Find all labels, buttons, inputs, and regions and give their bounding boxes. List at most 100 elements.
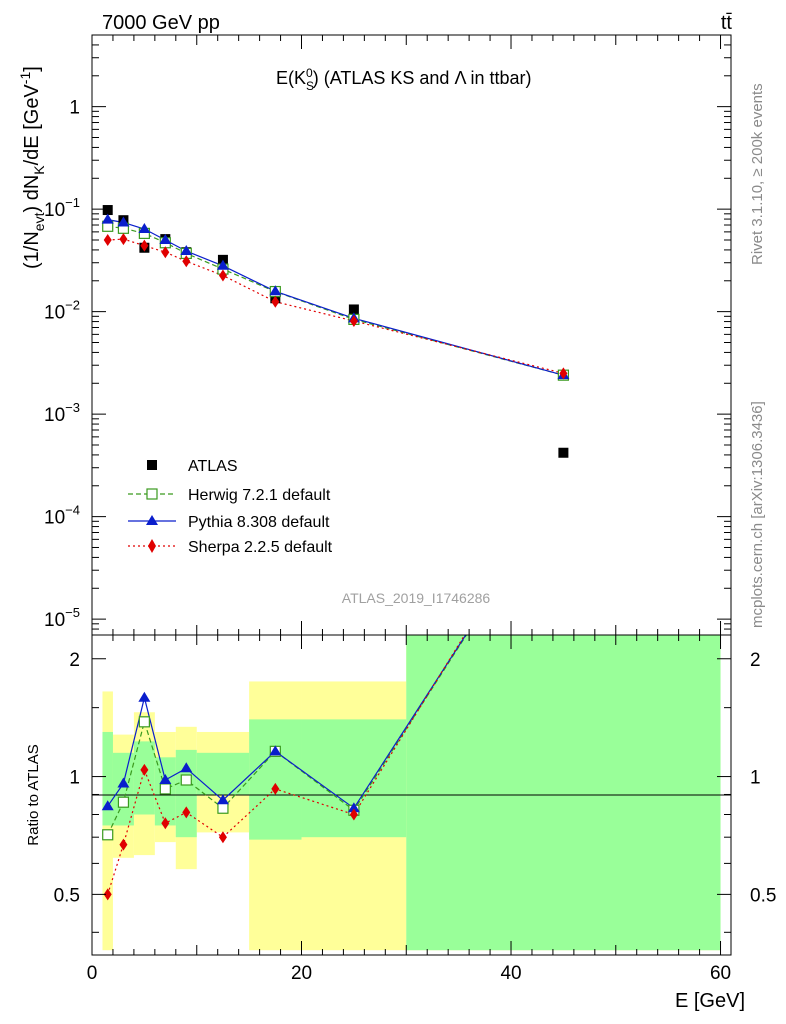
x-tick-label: 40 xyxy=(500,963,521,984)
ratio-y-tick-label: 2 xyxy=(69,650,80,671)
ratio-y-tick-label: 0.5 xyxy=(54,885,80,906)
series-line-pythia xyxy=(107,219,564,376)
legend-marker-herwig xyxy=(146,488,158,500)
process-label: tt̄ xyxy=(721,12,733,34)
x-tick-label: 0 xyxy=(87,963,98,984)
x-tick-label: 60 xyxy=(710,963,731,984)
legend-entry-herwig: Herwig 7.2.1 default xyxy=(128,487,331,504)
legend-label-sherpa: Sherpa 2.2.5 default xyxy=(188,539,333,556)
data-point-pythia xyxy=(117,216,130,227)
x-axis-label: E [GeV] xyxy=(675,990,745,1012)
ratio-y-tick-label-right: 2 xyxy=(750,650,761,671)
ratio-band-green xyxy=(196,752,250,795)
legend-marker-atlas xyxy=(147,460,157,470)
ratio-clipped-layer xyxy=(101,635,468,901)
ratio-point-herwig xyxy=(217,802,229,814)
x-tick-label: 20 xyxy=(291,963,312,984)
y-tick-label: 10−3 xyxy=(44,400,80,426)
ratio-band-green xyxy=(406,635,721,951)
ratio-point-pythia xyxy=(347,802,360,813)
ratio-point-sherpa xyxy=(349,808,358,821)
ratio-point-pythia xyxy=(138,691,151,702)
main-series-layer xyxy=(101,205,570,458)
ratio-point-sherpa xyxy=(218,831,227,844)
ratio-point-herwig xyxy=(159,783,171,795)
ratio-series-layer xyxy=(101,635,468,901)
y-tick-base: 10 xyxy=(44,610,65,631)
data-point-sherpa xyxy=(140,239,149,252)
data-point-sherpa xyxy=(182,255,191,268)
main-panel: 110−110−210−310−410−5 E(KS0) (ATLAS KS a… xyxy=(17,34,732,636)
legend-label-pythia: Pythia 8.308 default xyxy=(188,514,330,531)
ratio-band-green xyxy=(112,752,134,826)
ratio-point-pythia xyxy=(269,745,282,756)
y-tick-base: 10 xyxy=(44,405,65,426)
legend-label-herwig: Herwig 7.2.1 default xyxy=(188,487,331,504)
ratio-panel: 0.5 0.51 12 20 20 40 60 Ratio to ATLAS E [GeV] xyxy=(25,634,776,1012)
ratio-point-pythia xyxy=(180,762,193,773)
rivet-version-label: Rivet 3.1.10, ≥ 200k events xyxy=(749,83,766,265)
legend-entry-pythia: Pythia 8.308 default xyxy=(128,514,330,531)
data-point-atlas xyxy=(102,205,113,216)
data-point-pythia xyxy=(216,259,229,270)
ratio-point-sherpa xyxy=(161,817,170,830)
ratio-axis-ticks: 0.5 0.51 12 20 20 40 60 xyxy=(54,635,776,984)
y-tick-exponent: −3 xyxy=(65,400,80,415)
data-point-sherpa xyxy=(559,367,568,380)
y-tick-base: 10 xyxy=(44,508,65,529)
data-point-pythia xyxy=(180,245,193,256)
ratio-point-pythia xyxy=(159,773,172,784)
y-axis-label: (1/Nevt) dNK/dE [GeV-1] xyxy=(17,66,47,269)
legend: ATLAS Herwig 7.2.1 default Pythia 8.308 … xyxy=(128,458,333,556)
ratio-y-axis-label: Ratio to ATLAS xyxy=(25,744,42,845)
y-tick-label: 10−5 xyxy=(44,605,80,631)
ratio-point-sherpa xyxy=(103,888,112,901)
series-line-sherpa xyxy=(107,238,564,374)
y-tick-exponent: −5 xyxy=(65,605,80,620)
y-tick-exponent: −2 xyxy=(65,298,80,313)
data-point-atlas xyxy=(558,447,569,458)
ratio-band-green xyxy=(102,731,113,826)
data-point-pythia xyxy=(269,285,282,296)
chart-title: E(KS0) (ATLAS KS and Λ in ttbar) xyxy=(276,66,532,93)
ratio-point-pythia xyxy=(117,777,130,788)
y-tick-exponent: −4 xyxy=(65,503,80,518)
legend-entry-sherpa: Sherpa 2.2.5 default xyxy=(128,539,333,556)
ratio-uncertainty-bands xyxy=(102,635,721,951)
ratio-point-sherpa xyxy=(271,782,280,795)
ratio-y-tick-label-right: 0.5 xyxy=(750,885,776,906)
legend-entry-atlas: ATLAS xyxy=(147,458,238,475)
ratio-point-sherpa xyxy=(140,763,149,776)
series-line-herwig xyxy=(107,225,564,376)
ratio-point-herwig xyxy=(117,796,130,808)
y-tick-label: 10−4 xyxy=(44,503,80,529)
ratio-band-green xyxy=(249,719,302,840)
legend-marker-sherpa xyxy=(148,539,156,553)
ratio-point-herwig xyxy=(102,829,114,841)
y-tick-label: 1 xyxy=(69,98,80,119)
y-tick-base: 10 xyxy=(44,303,65,324)
legend-marker-pythia xyxy=(146,515,158,525)
ratio-point-sherpa xyxy=(119,838,128,851)
data-point-pythia xyxy=(159,233,172,244)
legend-label-atlas: ATLAS xyxy=(188,458,238,475)
ratio-point-pythia xyxy=(101,800,114,811)
data-point-sherpa xyxy=(349,315,358,328)
data-point-sherpa xyxy=(218,269,227,282)
ratio-y-tick-label-right: 1 xyxy=(750,768,761,789)
ratio-band-green xyxy=(133,741,155,815)
ratio-y-tick-label: 1 xyxy=(69,768,80,789)
analysis-id-label: ATLAS_2019_I1746286 xyxy=(342,590,491,606)
y-tick-label: 10−2 xyxy=(44,298,80,324)
y-tick-base: 10 xyxy=(44,200,65,221)
y-tick-label: 10−1 xyxy=(44,195,80,221)
mcplots-reference-label: mcplots.cern.ch [arXiv:1306.3436] xyxy=(749,401,766,628)
main-axis-ticks: 110−110−210−310−410−5 xyxy=(44,34,731,636)
data-point-sherpa xyxy=(119,233,128,246)
data-point-sherpa xyxy=(103,233,112,246)
ratio-point-sherpa xyxy=(182,806,191,819)
ratio-point-herwig xyxy=(138,716,150,728)
data-point-sherpa xyxy=(271,295,280,308)
data-point-sherpa xyxy=(161,246,170,259)
